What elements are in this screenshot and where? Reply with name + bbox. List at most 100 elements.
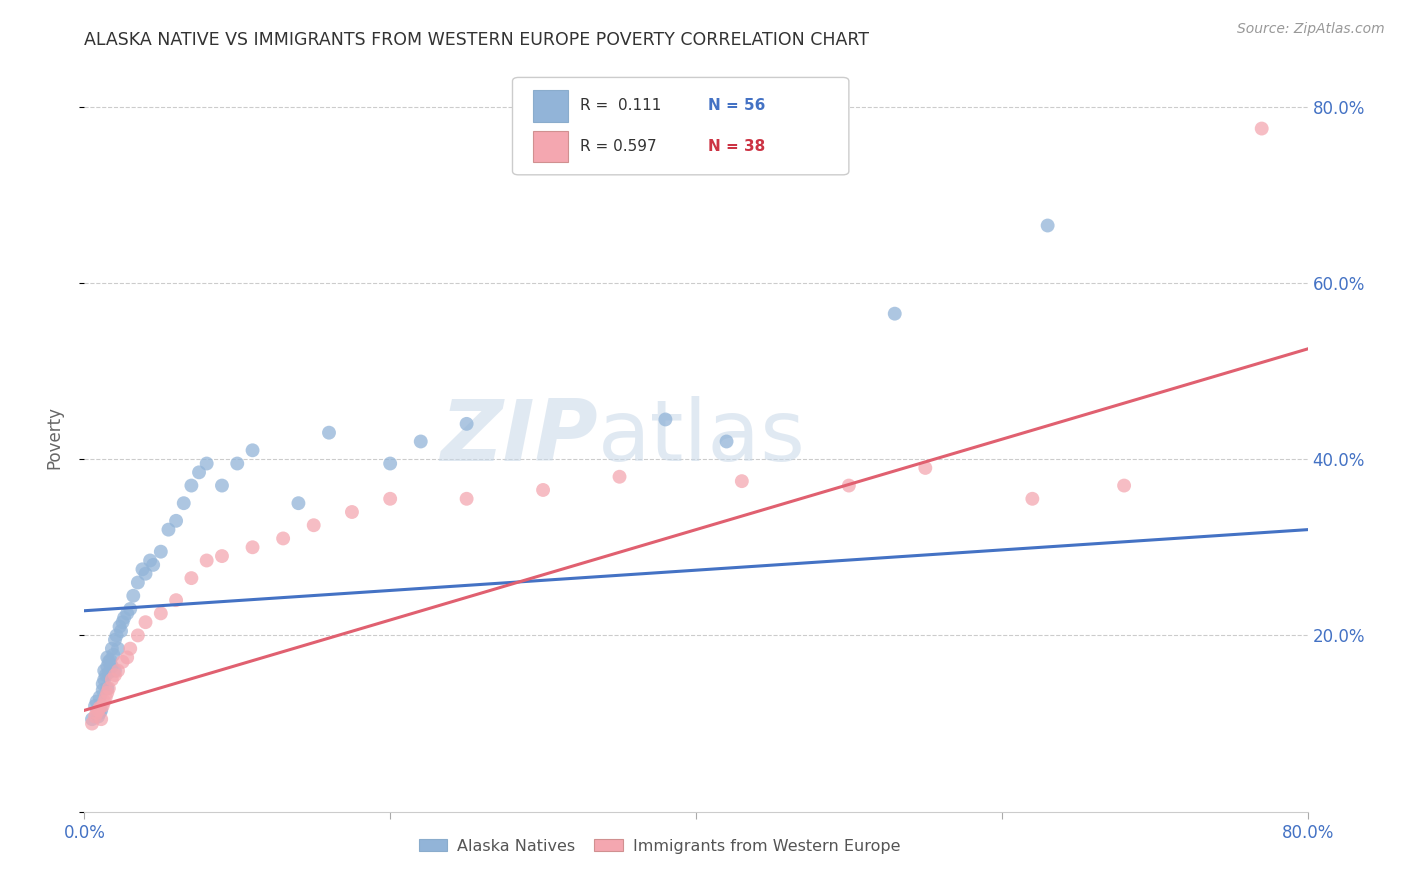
Point [97,655,120,669]
Point [89,700,111,714]
Point [380,491,402,506]
Point [135,615,157,630]
Point [149,607,172,621]
Point [93,673,115,687]
Point [91,698,114,713]
Point [195,553,218,567]
Point [139,553,162,567]
Point [97,681,120,696]
Point [107,641,129,656]
Point [90,712,112,726]
Point [380,457,402,471]
Text: N = 38: N = 38 [709,139,765,153]
Point [93,694,115,708]
Point [105,628,128,642]
Bar [533,90,568,121]
Point [122,589,145,603]
Point [188,466,211,480]
Point [104,668,127,682]
Point [135,566,157,581]
Point [96,650,118,665]
Point [101,673,124,687]
Point [883,307,905,321]
Text: N = 56: N = 56 [709,98,766,113]
Point [165,514,187,528]
Point [456,417,478,431]
Point [115,650,138,665]
Point [96,686,118,700]
Y-axis label: Poverty: Poverty [45,406,63,468]
FancyBboxPatch shape [513,78,849,175]
Point [226,457,249,471]
Legend: Alaska Natives, Immigrants from Western Europe: Alaska Natives, Immigrants from Western … [412,832,907,860]
Point [89,690,111,705]
Point [87,703,110,717]
Point [654,412,676,426]
Point [211,478,233,492]
Point [211,549,233,563]
Text: ALASKA NATIVE VS IMMIGRANTS FROM WESTERN EUROPE POVERTY CORRELATION CHART: ALASKA NATIVE VS IMMIGRANTS FROM WESTERN… [84,31,869,49]
Point [716,434,738,449]
Point [91,677,114,691]
Point [1036,219,1059,233]
Point [80,716,103,731]
Point [111,655,134,669]
Point [103,648,125,662]
Point [101,659,124,673]
Point [180,478,202,492]
Text: R = 0.597: R = 0.597 [579,139,657,153]
Point [104,664,127,678]
Bar [533,130,568,162]
Point [86,706,108,720]
Point [127,575,149,590]
Point [104,632,127,647]
Point [93,664,115,678]
Point [157,523,180,537]
Point [97,665,120,680]
Point [165,593,187,607]
Point [1114,478,1136,492]
Point [131,562,153,576]
Point [107,664,129,678]
Text: atlas: atlas [598,395,806,479]
Point [115,607,138,621]
Point [84,709,107,723]
Point [242,541,264,555]
Point [287,496,309,510]
Point [94,690,117,705]
Point [87,709,110,723]
Point [120,641,142,656]
Point [84,698,107,713]
Point [110,624,132,638]
Point [609,469,631,483]
Point [127,628,149,642]
Point [108,619,131,633]
Point [173,496,195,510]
Point [531,483,554,497]
Point [101,641,124,656]
Point [914,461,936,475]
Point [1021,491,1043,506]
Point [271,532,294,546]
Point [111,615,134,630]
Text: ZIP: ZIP [440,395,598,479]
Point [195,457,218,471]
Point [180,571,202,585]
Point [142,558,165,572]
Point [120,602,142,616]
Point [112,611,135,625]
Point [318,425,340,440]
Point [242,443,264,458]
Point [98,653,121,667]
Point [838,478,860,492]
Point [96,659,118,673]
Point [340,505,363,519]
Point [94,668,117,682]
Point [1250,121,1272,136]
Point [731,474,754,488]
Point [89,706,111,720]
Point [456,491,478,506]
Point [91,683,114,698]
Text: Source: ZipAtlas.com: Source: ZipAtlas.com [1237,22,1385,37]
Point [302,518,325,533]
